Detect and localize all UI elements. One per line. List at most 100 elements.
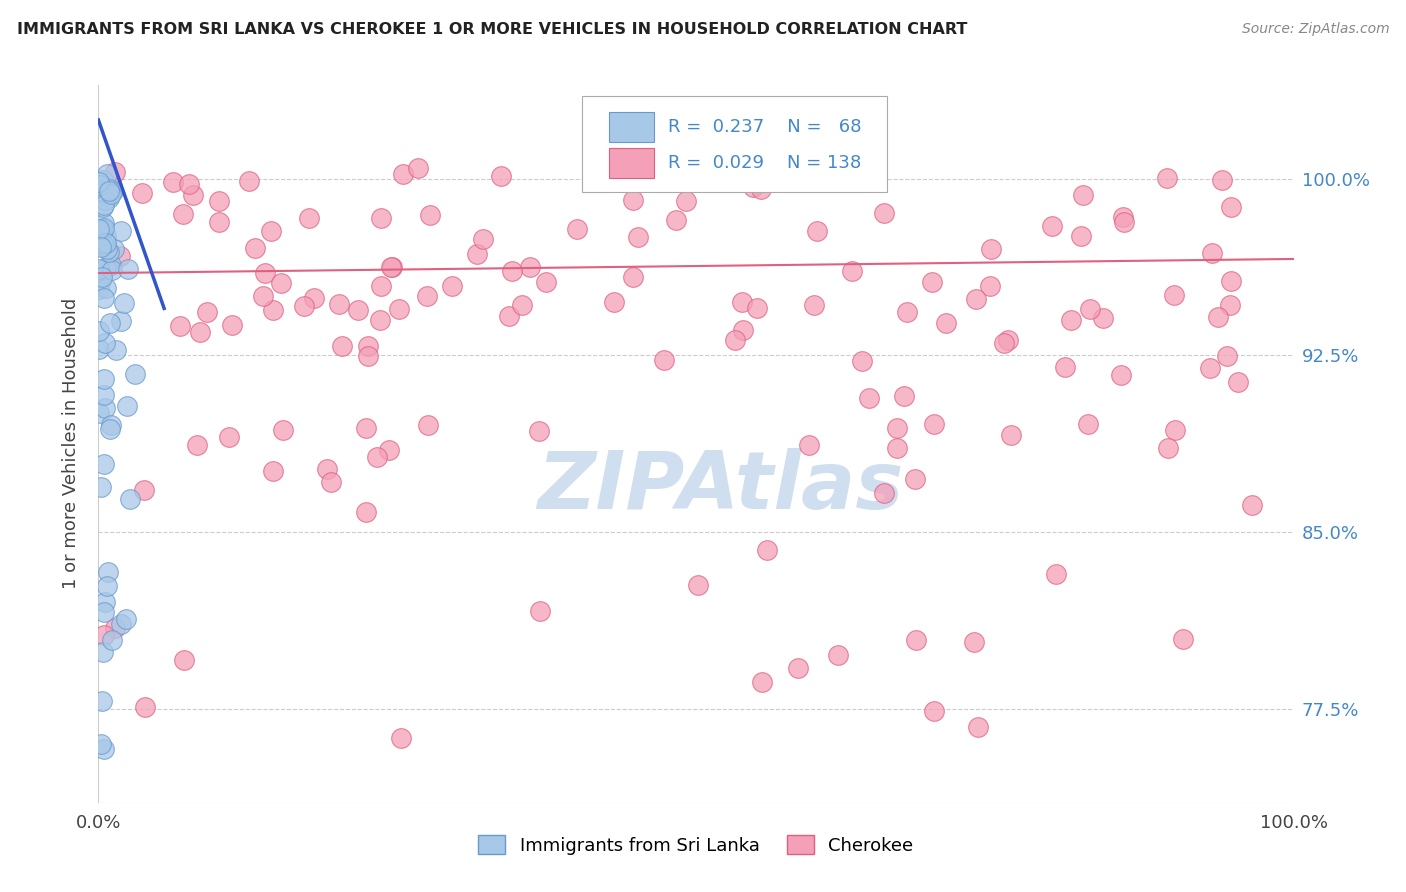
Point [510, 298, 533, 312]
Point [91, 694, 114, 708]
Point [665, 212, 688, 227]
Point [134, 700, 156, 714]
Point [527, 425, 550, 439]
Point [108, 249, 131, 263]
Point [93, 372, 115, 386]
Point [489, 169, 512, 184]
Point [519, 260, 541, 274]
Point [96, 243, 118, 257]
Point [270, 276, 292, 290]
Point [89, 175, 111, 189]
Point [652, 353, 675, 368]
Point [93, 291, 115, 305]
Point [90, 273, 112, 287]
Point [827, 648, 849, 662]
Point [90, 184, 112, 198]
Point [91, 200, 114, 214]
Point [389, 731, 412, 745]
Point [98, 190, 121, 204]
Text: R =  0.237    N =   68: R = 0.237 N = 68 [668, 118, 862, 136]
Point [94, 336, 117, 351]
Point [330, 339, 353, 353]
Point [87, 222, 110, 236]
Point [315, 462, 337, 476]
Point [751, 182, 773, 196]
Point [90, 240, 112, 254]
Point [965, 292, 987, 306]
Point [381, 260, 404, 275]
Point [536, 275, 558, 289]
Point [94, 229, 117, 244]
Point [87, 282, 110, 296]
Point [91, 645, 114, 659]
Point [173, 653, 195, 667]
Point [93, 628, 115, 642]
Point [91, 237, 114, 252]
Point [93, 605, 115, 619]
Point [979, 279, 1001, 293]
Point [110, 314, 132, 328]
Text: Source: ZipAtlas.com: Source: ZipAtlas.com [1241, 22, 1389, 37]
Text: IMMIGRANTS FROM SRI LANKA VS CHEROKEE 1 OR MORE VEHICLES IN HOUSEHOLD CORRELATIO: IMMIGRANTS FROM SRI LANKA VS CHEROKEE 1 … [17, 22, 967, 37]
Point [621, 269, 644, 284]
Point [416, 289, 439, 303]
Point [115, 399, 138, 413]
Point [893, 389, 915, 403]
Point [1111, 211, 1133, 225]
Point [1206, 310, 1229, 324]
Point [724, 333, 747, 347]
Point [1215, 349, 1237, 363]
Point [621, 193, 644, 207]
Point [1226, 375, 1249, 389]
FancyBboxPatch shape [609, 148, 654, 178]
Point [100, 259, 122, 273]
Point [96, 579, 118, 593]
Point [243, 242, 266, 256]
Point [169, 319, 191, 334]
Point [89, 342, 111, 356]
Point [905, 632, 928, 647]
Point [1078, 301, 1101, 316]
Point [1053, 359, 1076, 374]
Point [997, 333, 1019, 347]
Point [858, 392, 880, 406]
Point [886, 420, 908, 434]
Point [966, 720, 988, 734]
Point [252, 289, 274, 303]
Point [90, 480, 112, 494]
Text: ZIPAtlas: ZIPAtlas [537, 448, 903, 526]
Point [87, 262, 110, 277]
Point [675, 194, 697, 208]
Point [1070, 229, 1092, 244]
Point [742, 180, 765, 194]
Point [756, 543, 779, 558]
Point [419, 208, 441, 222]
Point [1219, 298, 1241, 312]
Point [471, 232, 494, 246]
Point [980, 242, 1002, 256]
Point [465, 246, 488, 260]
Point [94, 280, 117, 294]
Point [392, 168, 415, 182]
Point [1199, 361, 1222, 376]
Point [103, 242, 125, 256]
Point [747, 301, 769, 316]
Point [104, 621, 127, 635]
Point [1045, 567, 1067, 582]
Point [298, 211, 321, 225]
Point [904, 472, 927, 486]
Point [851, 354, 873, 368]
Point [98, 184, 121, 198]
Point [94, 235, 117, 250]
Point [94, 401, 117, 415]
Point [993, 336, 1015, 351]
Point [94, 260, 117, 275]
Point [195, 305, 218, 319]
Point [1071, 188, 1094, 202]
Point [627, 229, 650, 244]
Point [100, 417, 122, 432]
Point [501, 264, 523, 278]
Point [93, 388, 115, 402]
Point [1000, 427, 1022, 442]
Point [101, 184, 124, 198]
